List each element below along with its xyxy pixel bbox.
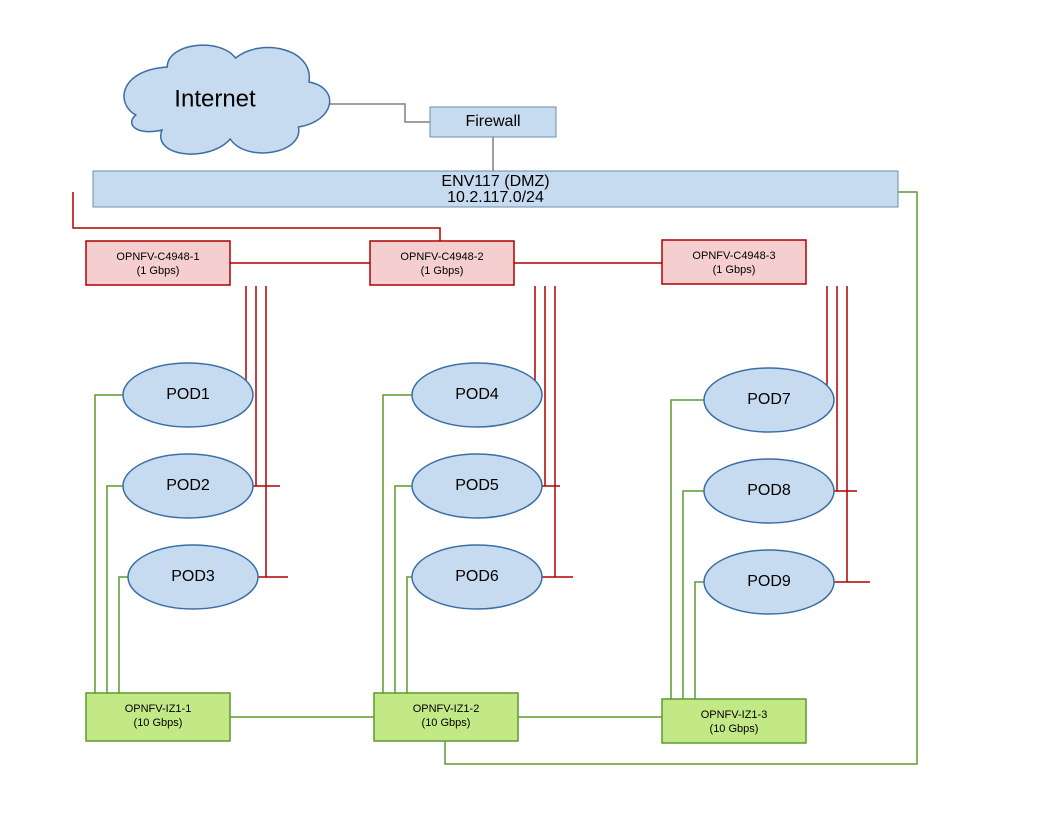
switch-bottom-1: OPNFV-IZ1-1 (10 Gbps): [86, 693, 230, 741]
pod2-label: POD2: [166, 477, 210, 494]
nodes-layer: Internet Firewall ENV117 (DMZ)10.2.117.0/2…: [86, 45, 898, 743]
pod3-node: POD3: [128, 545, 258, 609]
switch-bottom-3: OPNFV-IZ1-3 (10 Gbps): [662, 699, 806, 743]
switch-top-1: OPNFV-C4948-1 (1 Gbps): [86, 241, 230, 285]
switch-bottom-3-label-1: OPNFV-IZ1-3: [701, 709, 768, 721]
pod1-label: POD1: [166, 386, 210, 403]
firewall-label: Firewall: [465, 113, 520, 130]
switch-bottom-3-label-2: (10 Gbps): [710, 723, 759, 735]
pod9-node: POD9: [704, 550, 834, 614]
switch-bottom-2-label-1: OPNFV-IZ1-2: [413, 703, 480, 715]
pod2-node: POD2: [123, 454, 253, 518]
pod9-label: POD9: [747, 573, 791, 590]
switch-top-3-label-2: (1 Gbps): [713, 264, 756, 276]
pod6-node: POD6: [412, 545, 542, 609]
pod6-label: POD6: [455, 568, 499, 585]
switch-bottom-2-label-2: (10 Gbps): [422, 717, 471, 729]
switch-bottom-1-label-1: OPNFV-IZ1-1: [125, 703, 192, 715]
switch-top-2-label-2: (1 Gbps): [421, 265, 464, 277]
switch-bottom-2: OPNFV-IZ1-2 (10 Gbps): [374, 693, 518, 741]
pod7-label: POD7: [747, 391, 791, 408]
dmz-label-2: 10.2.117.0/24: [447, 189, 544, 206]
internet-label: Internet: [174, 85, 256, 112]
pod1-node: POD1: [123, 363, 253, 427]
switch-top-2-label-1: OPNFV-C4948-2: [400, 251, 483, 263]
switch-bottom-1-label-2: (10 Gbps): [134, 717, 183, 729]
firewall-node: Firewall: [430, 107, 556, 137]
dmz-label-1: ENV117 (DMZ): [441, 173, 549, 190]
pod4-label: POD4: [455, 386, 499, 403]
dmz-node: ENV117 (DMZ)10.2.117.0/24: [93, 171, 898, 207]
pod8-node: POD8: [704, 459, 834, 523]
pod7-node: POD7: [704, 368, 834, 432]
switch-top-3: OPNFV-C4948-3 (1 Gbps): [662, 240, 806, 284]
switch-top-2: OPNFV-C4948-2 (1 Gbps): [370, 241, 514, 285]
internet-cloud: Internet: [124, 45, 330, 154]
pod5-node: POD5: [412, 454, 542, 518]
switch-top-1-label-1: OPNFV-C4948-1: [116, 251, 199, 263]
pod8-label: POD8: [747, 482, 791, 499]
pod5-label: POD5: [455, 477, 499, 494]
switch-top-3-label-1: OPNFV-C4948-3: [692, 250, 775, 262]
pod4-node: POD4: [412, 363, 542, 427]
network-diagram: Internet Firewall ENV117 (DMZ)10.2.117.0/2…: [0, 0, 1056, 816]
pod3-label: POD3: [171, 568, 215, 585]
switch-top-1-label-2: (1 Gbps): [137, 265, 180, 277]
